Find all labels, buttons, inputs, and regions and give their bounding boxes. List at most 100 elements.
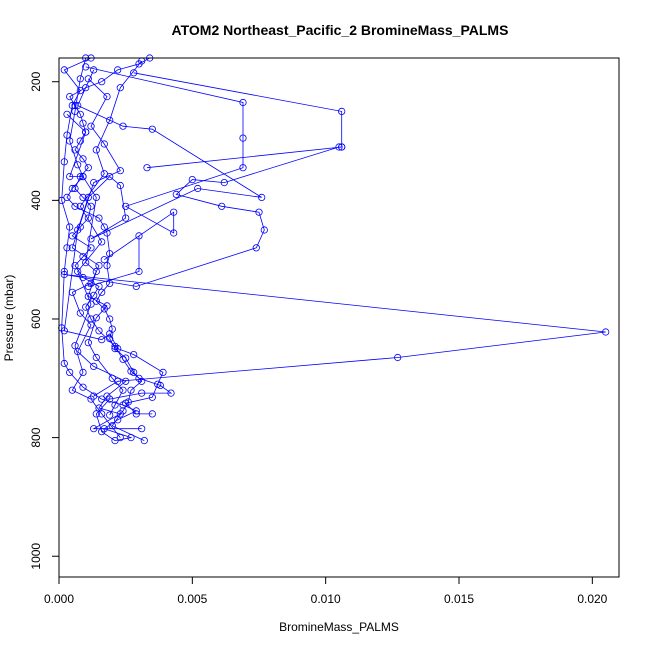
- data-point: [148, 410, 156, 418]
- data-point: [66, 93, 74, 101]
- data-point: [92, 410, 100, 418]
- data-point: [79, 173, 87, 181]
- data-point: [87, 202, 95, 210]
- series-line: [66, 57, 145, 441]
- data-point: [87, 315, 95, 323]
- data-point: [63, 244, 71, 252]
- data-point: [95, 327, 103, 335]
- data-point: [60, 158, 68, 166]
- data-point: [92, 146, 100, 154]
- data-point: [84, 75, 92, 83]
- data-point: [239, 134, 247, 142]
- data-point: [148, 393, 156, 401]
- data-point: [76, 75, 84, 83]
- data-point: [76, 137, 84, 145]
- data-point: [172, 190, 180, 198]
- data-point: [239, 98, 247, 107]
- x-tick-label: 0.010: [311, 592, 341, 606]
- data-point: [74, 161, 82, 169]
- y-tick-label: 400: [29, 190, 43, 210]
- data-point: [103, 93, 111, 101]
- data-point: [114, 416, 122, 424]
- data-point: [130, 350, 138, 359]
- data-point: [71, 261, 79, 270]
- data-point: [66, 173, 74, 181]
- data-point: [82, 84, 90, 92]
- data-point: [119, 122, 127, 130]
- data-point: [84, 164, 92, 172]
- data-point: [87, 122, 95, 130]
- data-point: [122, 399, 130, 407]
- data-point: [84, 214, 92, 222]
- data-point: [82, 258, 90, 267]
- data-point: [100, 170, 108, 178]
- data-point: [143, 164, 151, 172]
- data-point: [138, 377, 146, 385]
- data-point: [122, 214, 130, 222]
- data-point: [100, 256, 108, 264]
- data-point: [116, 84, 124, 92]
- series-1: [63, 54, 148, 445]
- chart-title: ATOM2 Northeast_Pacific_2 BromineMass_PA…: [172, 22, 509, 38]
- series-3: [82, 63, 247, 290]
- data-point: [132, 282, 140, 290]
- data-point: [130, 69, 138, 77]
- data-point: [119, 386, 127, 394]
- data-point: [82, 63, 90, 71]
- y-tick-label: 200: [29, 71, 43, 91]
- data-point: [338, 143, 346, 151]
- x-tick-label: 0.000: [44, 592, 74, 606]
- data-point: [87, 235, 95, 243]
- series-0: [58, 54, 175, 445]
- data-point: [170, 229, 178, 237]
- x-tick-label: 0.005: [177, 592, 207, 606]
- data-point: [98, 410, 106, 418]
- data-point: [130, 368, 138, 376]
- data-point: [170, 208, 178, 216]
- data-point: [95, 214, 103, 222]
- series-line: [71, 60, 143, 438]
- data-point: [138, 425, 146, 433]
- y-tick-label: 800: [29, 427, 43, 447]
- data-point: [92, 314, 100, 322]
- data-point: [76, 202, 84, 210]
- data-point: [106, 116, 114, 124]
- data-point: [111, 436, 119, 445]
- data-point: [239, 164, 247, 172]
- data-point: [71, 146, 79, 154]
- y-tick-label: 600: [29, 309, 43, 329]
- data-point: [218, 202, 226, 210]
- data-point: [92, 267, 100, 276]
- data-point: [98, 336, 106, 344]
- series-5: [68, 75, 146, 433]
- data-point: [252, 244, 260, 252]
- y-axis-label: Pressure (mbar): [2, 275, 16, 362]
- data-point: [116, 167, 124, 175]
- data-point: [74, 101, 82, 110]
- data-point: [68, 232, 76, 240]
- data-point: [79, 155, 87, 163]
- x-axis: 0.000 0.005 0.010 0.015 0.020: [44, 576, 608, 606]
- data-point: [90, 66, 98, 74]
- data-point: [87, 300, 95, 308]
- data-point: [188, 176, 196, 184]
- data-point: [138, 389, 146, 397]
- data-point: [106, 315, 114, 323]
- series-2: [60, 69, 610, 400]
- data-point: [68, 184, 76, 193]
- data-point: [108, 374, 116, 382]
- data-point: [258, 193, 266, 201]
- data-point: [116, 410, 124, 418]
- data-point: [103, 261, 111, 270]
- data-point: [66, 137, 74, 145]
- data-point: [95, 261, 103, 270]
- data-point: [87, 279, 95, 287]
- data-point: [106, 334, 114, 343]
- data-point: [90, 362, 98, 370]
- data-point: [60, 359, 68, 368]
- data-point: [98, 238, 106, 246]
- data-point: [74, 267, 82, 276]
- plot-frame: [58, 57, 620, 578]
- series-4: [60, 66, 266, 418]
